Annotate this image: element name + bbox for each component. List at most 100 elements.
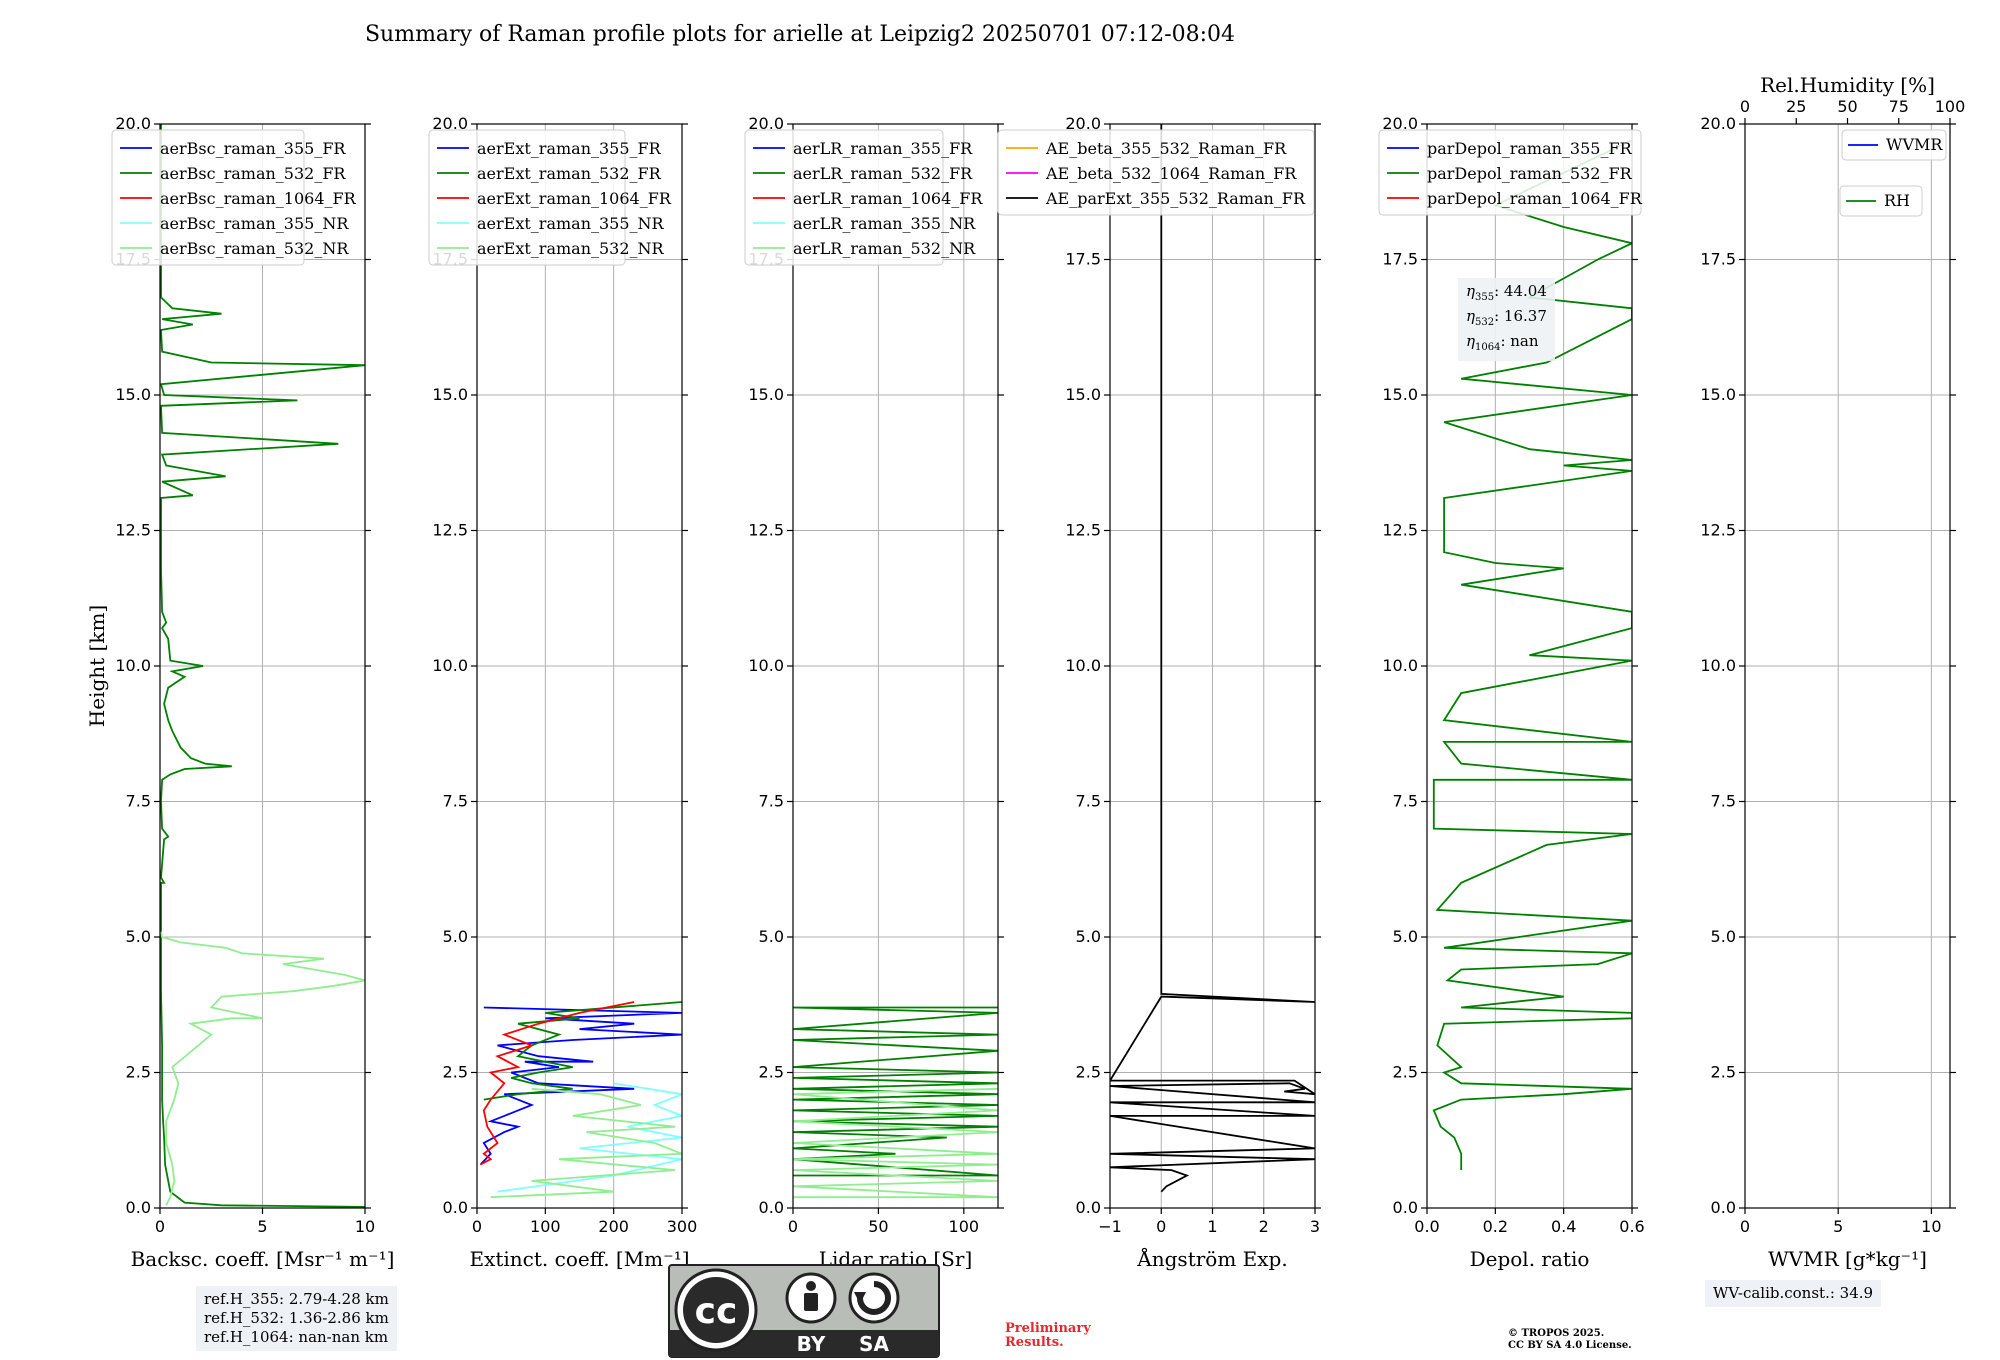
series-line-aerLR_raman_532_FR <box>793 1006 998 1177</box>
y-tick-label: 20.0 <box>115 114 151 133</box>
y-tick-label: 7.5 <box>1711 792 1736 811</box>
series-line-aerExt_raman_532_NR <box>490 1087 682 1199</box>
legend-label: aerBsc_raman_532_FR <box>160 164 346 183</box>
y-tick-label: 2.5 <box>1393 1063 1418 1082</box>
series-line-aerLR_raman_532_NR <box>793 1087 998 1199</box>
cc-sa-text: SA <box>859 1332 889 1356</box>
top-x-tick-label: 75 <box>1889 97 1909 116</box>
legend-box <box>1839 185 1923 217</box>
y-tick-label: 0.0 <box>759 1198 784 1217</box>
y-tick-label: 10.0 <box>1382 656 1418 675</box>
x-axis-label: Ångström Exp. <box>1136 1246 1287 1271</box>
y-tick-label: 12.5 <box>115 521 151 540</box>
legend-label: aerBsc_raman_355_NR <box>160 214 349 233</box>
y-tick-label: 7.5 <box>759 792 784 811</box>
preliminary-note: Preliminary Results. <box>1005 1321 1091 1350</box>
y-tick-label: 17.5 <box>1382 250 1418 269</box>
y-tick-label: 5.0 <box>1393 927 1418 946</box>
y-tick-label: 0.0 <box>1076 1198 1101 1217</box>
legend-label: aerLR_raman_532_NR <box>793 239 976 258</box>
y-tick-label: 2.5 <box>759 1063 784 1082</box>
y-tick-label: 20.0 <box>1700 114 1736 133</box>
y-tick-label: 7.5 <box>1076 792 1101 811</box>
chart-panel-5: 0.0 2.5 5.0 7.5 10.0 12.5 15.0 17.5 20.0 0.0 0.2 0.… <box>1378 114 1645 1271</box>
top-x-tick-label: 100 <box>1935 97 1966 116</box>
x-tick-label: 5 <box>1833 1217 1843 1236</box>
chart-panel-3: 0.02.55.07.510.012.515.017.520.0050100Li… <box>744 114 1004 1271</box>
y-tick-label: 10.0 <box>1700 656 1736 675</box>
x-tick-label: 0 <box>472 1217 482 1236</box>
x-tick-label: 0.4 <box>1551 1217 1576 1236</box>
y-tick-label: 0.0 <box>1711 1198 1736 1217</box>
legend-label: aerLR_raman_532_FR <box>793 164 973 183</box>
series-line-aerBsc_raman_532_NR <box>160 931 365 1206</box>
cc-by-text: BY <box>797 1332 826 1356</box>
legend-label: aerBsc_raman_1064_FR <box>160 189 357 208</box>
y-tick-label: 2.5 <box>443 1063 468 1082</box>
y-tick-label: 12.5 <box>748 521 784 540</box>
x-axis-label: Depol. ratio <box>1470 1247 1590 1271</box>
y-tick-label: 5.0 <box>1711 927 1736 946</box>
y-tick-label: 5.0 <box>126 927 151 946</box>
y-tick-label: 15.0 <box>432 385 468 404</box>
top-x-tick-label: 0 <box>1740 97 1750 116</box>
legend-label: aerLR_raman_355_NR <box>793 214 976 233</box>
y-tick-label: 20.0 <box>1065 114 1101 133</box>
legend-label: parDepol_raman_532_FR <box>1427 164 1633 183</box>
x-tick-label: 0 <box>1740 1217 1750 1236</box>
x-tick-label: 100 <box>530 1217 561 1236</box>
legend-box <box>111 129 305 266</box>
eta-355: η355: 44.04 <box>1466 282 1547 303</box>
eta-532: η532: 16.37 <box>1466 307 1547 328</box>
legend-label: aerExt_raman_532_FR <box>477 164 662 183</box>
x-tick-label: 3 <box>1310 1217 1320 1236</box>
y-tick-label: 20.0 <box>432 114 468 133</box>
legend-label: AE_beta_532_1064_Raman_FR <box>1045 164 1297 183</box>
ref-height-355: ref.H_355: 2.79-4.28 km <box>204 1290 389 1308</box>
legend-label: aerExt_raman_355_FR <box>477 139 662 158</box>
legend-label: aerLR_raman_1064_FR <box>793 189 983 208</box>
y-tick-label: 0.0 <box>126 1198 151 1217</box>
chart-panel-4: 0.0 2.5 5.0 7.5 10.0 12.5 15.0 17.5 20.0 −1 0 1 2 3 Ån… <box>997 114 1321 1271</box>
y-tick-label: 10.0 <box>432 656 468 675</box>
y-tick-label: 12.5 <box>1065 521 1101 540</box>
y-tick-label: 17.5 <box>1700 250 1736 269</box>
y-tick-label: 2.5 <box>1076 1063 1101 1082</box>
copyright-note: © TROPOS 2025. CC BY SA 4.0 License. <box>1508 1328 1632 1351</box>
y-tick-label: 17.5 <box>1065 250 1101 269</box>
x-tick-label: 300 <box>667 1217 698 1236</box>
x-tick-label: 10 <box>1921 1217 1941 1236</box>
x-axis-label: WVMR [g*kg⁻¹] <box>1768 1247 1927 1271</box>
series-line-aerExt_raman_355_FR <box>479 1006 682 1166</box>
top-x-tick-label: 25 <box>1786 97 1806 116</box>
legend-label: AE_parExt_355_532_Raman_FR <box>1045 189 1306 208</box>
y-tick-label: 2.5 <box>1711 1063 1736 1082</box>
y-tick-label: 10.0 <box>1065 656 1101 675</box>
legend-label: AE_beta_355_532_Raman_FR <box>1045 139 1287 158</box>
x-tick-label: 0 <box>1156 1217 1166 1236</box>
x-tick-label: −1 <box>1098 1217 1122 1236</box>
series-line-AE_parExt_355_532_Raman_FR <box>1110 124 1315 1193</box>
y-tick-label: 15.0 <box>1382 385 1418 404</box>
ref-height-box: ref.H_355: 2.79-4.28 km ref.H_532: 1.36-… <box>196 1286 397 1351</box>
y-tick-label: 12.5 <box>432 521 468 540</box>
series-line-aerExt_raman_355_NR <box>497 1082 682 1193</box>
x-tick-label: 10 <box>355 1217 375 1236</box>
y-tick-label: 7.5 <box>126 792 151 811</box>
legend-box <box>428 129 626 266</box>
y-tick-label: 2.5 <box>126 1063 151 1082</box>
cc-text: cc <box>695 1291 738 1332</box>
wv-calib-box: WV-calib.const.: 34.9 <box>1705 1280 1882 1307</box>
x-axis-label: Extinct. coeff. [Mm⁻¹] <box>469 1247 689 1271</box>
y-tick-label: 10.0 <box>115 656 151 675</box>
legend-label: parDepol_raman_1064_FR <box>1427 189 1643 208</box>
legend-label: parDepol_raman_355_FR <box>1427 139 1633 158</box>
legend-label: aerExt_raman_532_NR <box>477 239 665 258</box>
y-tick-label: 15.0 <box>1700 385 1736 404</box>
legend-label: RH <box>1884 191 1910 210</box>
x-tick-label: 0.2 <box>1483 1217 1508 1236</box>
eta-box: η355: 44.04 η532: 16.37 η1064: nan <box>1458 278 1555 361</box>
y-tick-label: 0.0 <box>1393 1198 1418 1217</box>
series-line-parDepol_raman_532_FR <box>1432 139 1632 1171</box>
